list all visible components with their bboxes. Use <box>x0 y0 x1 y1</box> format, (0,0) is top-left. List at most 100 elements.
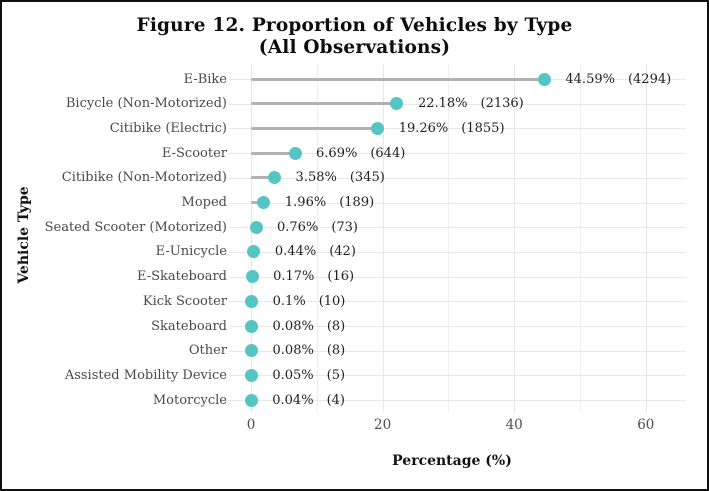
count-label: (8) <box>326 343 346 359</box>
percent-label: 0.04% <box>272 392 314 408</box>
x-axis-title: Percentage (%) <box>392 453 512 469</box>
count-label: (42) <box>329 244 356 260</box>
x-major-gridline <box>514 64 516 412</box>
percent-label: 0.05% <box>272 367 314 383</box>
category-gridline <box>229 227 686 229</box>
lollipop-dot <box>537 72 551 86</box>
lollipop-stem <box>251 102 397 106</box>
value-labels: 0.05% (5) <box>272 367 345 384</box>
category-gridline <box>229 301 686 303</box>
percent-label: 0.08% <box>272 343 314 359</box>
category-gridline <box>229 128 686 130</box>
category-gridline <box>229 202 686 204</box>
x-minor-gridline <box>316 64 318 412</box>
chart-title-line-2: (All Observations) <box>258 37 451 58</box>
value-labels: 0.76% (73) <box>277 219 358 236</box>
category-gridline <box>229 326 686 327</box>
x-major-gridline <box>382 64 384 412</box>
y-tick-label: Motorcycle <box>152 392 227 408</box>
category-gridline <box>229 350 686 352</box>
value-labels: 6.69% (644) <box>316 145 405 162</box>
y-tick-label: Citibike (Non-Motorized) <box>61 170 227 186</box>
value-labels: 44.59% (4294) <box>565 71 671 88</box>
y-tick-label: Other <box>188 343 227 359</box>
percent-label: 0.17% <box>273 269 315 285</box>
x-tick-label: 0 <box>246 417 256 433</box>
count-label: (73) <box>331 219 358 235</box>
percent-label: 6.69% <box>316 145 358 161</box>
percent-label: 19.26% <box>398 120 449 136</box>
lollipop-dot <box>244 368 258 382</box>
value-labels: 19.26% (1855) <box>399 120 505 137</box>
y-tick-label: Moped <box>181 195 227 210</box>
x-minor-gridline <box>448 64 450 412</box>
y-tick-label: Kick Scooter <box>142 293 227 309</box>
lollipop-dot <box>288 146 302 160</box>
category-gridline <box>229 276 686 278</box>
lollipop-stem <box>251 151 296 155</box>
percent-label: 44.59% <box>565 71 615 87</box>
y-tick-label: E-Scooter <box>161 145 227 161</box>
x-tick-label: 20 <box>374 417 392 433</box>
percent-label: 0.44% <box>274 244 317 260</box>
y-tick-label: E-Skateboard <box>136 269 227 285</box>
value-labels: 0.08% (8) <box>273 342 346 359</box>
count-label: (8) <box>326 318 346 334</box>
lollipop-dot <box>268 171 282 185</box>
count-label: (189) <box>339 195 375 210</box>
value-labels: 0.1% (10) <box>273 293 346 310</box>
percent-label: 22.18% <box>417 96 468 112</box>
chart-title-line-1: Figure 12. Proportion of Vehicles by Typ… <box>136 15 573 36</box>
value-labels: 0.08% (8) <box>273 318 346 335</box>
category-gridline <box>229 103 686 105</box>
count-label: (644) <box>370 145 406 161</box>
x-tick-label: 60 <box>637 417 655 433</box>
y-tick-label: Bicycle (Non-Motorized) <box>65 96 227 112</box>
lollipop-dot <box>244 393 258 407</box>
lollipop-stem <box>251 126 378 130</box>
y-tick-label: Assisted Mobility Device <box>64 367 227 383</box>
percent-label: 0.08% <box>272 318 314 334</box>
y-tick-label: Citibike (Electric) <box>109 120 227 136</box>
value-labels: 0.44% (42) <box>275 243 356 260</box>
chart-title: Figure 12. Proportion of Vehicles by Typ… <box>2 15 707 59</box>
category-gridline <box>229 400 686 402</box>
count-label: (2136) <box>480 96 524 112</box>
lollipop-dot <box>247 245 261 259</box>
lollipop-dot <box>245 270 259 284</box>
count-label: (4294) <box>627 71 672 87</box>
count-label: (16) <box>327 269 355 285</box>
lollipop-dot <box>245 344 259 358</box>
x-tick-label: 40 <box>505 417 523 433</box>
lollipop-stem <box>251 77 545 81</box>
value-labels: 1.96% (189) <box>285 194 374 211</box>
count-label: (4) <box>326 392 345 408</box>
category-gridline <box>229 375 686 377</box>
lollipop-dot <box>245 294 259 308</box>
percent-label: 1.96% <box>284 195 327 210</box>
count-label: (345) <box>349 170 385 186</box>
x-minor-gridline <box>580 64 581 412</box>
x-major-gridline <box>645 64 647 412</box>
value-labels: 0.17% (16) <box>273 268 354 285</box>
y-tick-label: E-Bike <box>183 71 227 87</box>
lollipop-dot <box>249 220 263 234</box>
y-axis-tick-labels: E-Bike Bicycle (Non-Motorized) Citibike (E… <box>2 64 227 412</box>
count-label: (1855) <box>461 120 505 136</box>
lollipop-stem <box>251 176 275 180</box>
percent-label: 3.58% <box>295 170 337 186</box>
count-label: (5) <box>326 367 346 383</box>
percent-label: 0.1% <box>272 293 306 309</box>
lollipop-dot <box>371 121 385 135</box>
y-tick-label: Seated Scooter (Motorized) <box>44 219 227 235</box>
category-gridline <box>229 153 686 155</box>
lollipop-dot <box>257 196 271 209</box>
value-labels: 3.58% (345) <box>296 169 385 186</box>
y-tick-label: E-Unicycle <box>155 244 227 260</box>
x-major-gridline <box>251 64 252 412</box>
percent-label: 0.76% <box>277 219 319 235</box>
y-tick-label: Skateboard <box>151 318 227 334</box>
category-gridline <box>229 177 686 179</box>
plot-panel: 44.59% (4294) 22.18% (2136) 19.26% (1855) 6.69… <box>229 64 686 412</box>
